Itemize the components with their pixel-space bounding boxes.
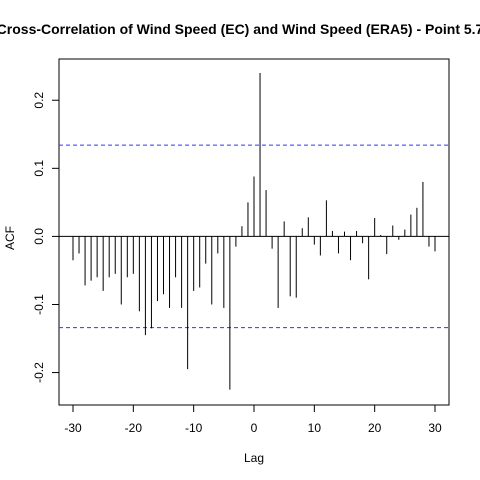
x-tick-label: -20 xyxy=(125,421,143,435)
x-tick-label: 30 xyxy=(428,421,442,435)
y-axis: -0.2 -0.1 0.0 0.1 0.2 xyxy=(32,92,59,383)
y-axis-label: ACF xyxy=(3,226,17,250)
y-tick-label: 0.0 xyxy=(32,228,46,245)
x-tick-label: 20 xyxy=(368,421,382,435)
chart-title: Cross-Correlation of Wind Speed (EC) and… xyxy=(0,21,480,37)
x-tick-label: 0 xyxy=(251,421,258,435)
confidence-limits xyxy=(59,144,449,329)
x-axis: -30 -20 -10 0 10 20 30 xyxy=(64,405,442,435)
x-tick-label: -10 xyxy=(185,421,203,435)
x-tick-label: 10 xyxy=(308,421,322,435)
y-tick-label: -0.1 xyxy=(32,294,46,315)
x-axis-label: Lag xyxy=(244,451,264,465)
acf-bars xyxy=(72,73,436,390)
y-tick-label: 0.1 xyxy=(32,160,46,177)
y-tick-label: -0.2 xyxy=(32,362,46,383)
x-tick-label: -30 xyxy=(64,421,82,435)
y-tick-label: 0.2 xyxy=(32,92,46,109)
